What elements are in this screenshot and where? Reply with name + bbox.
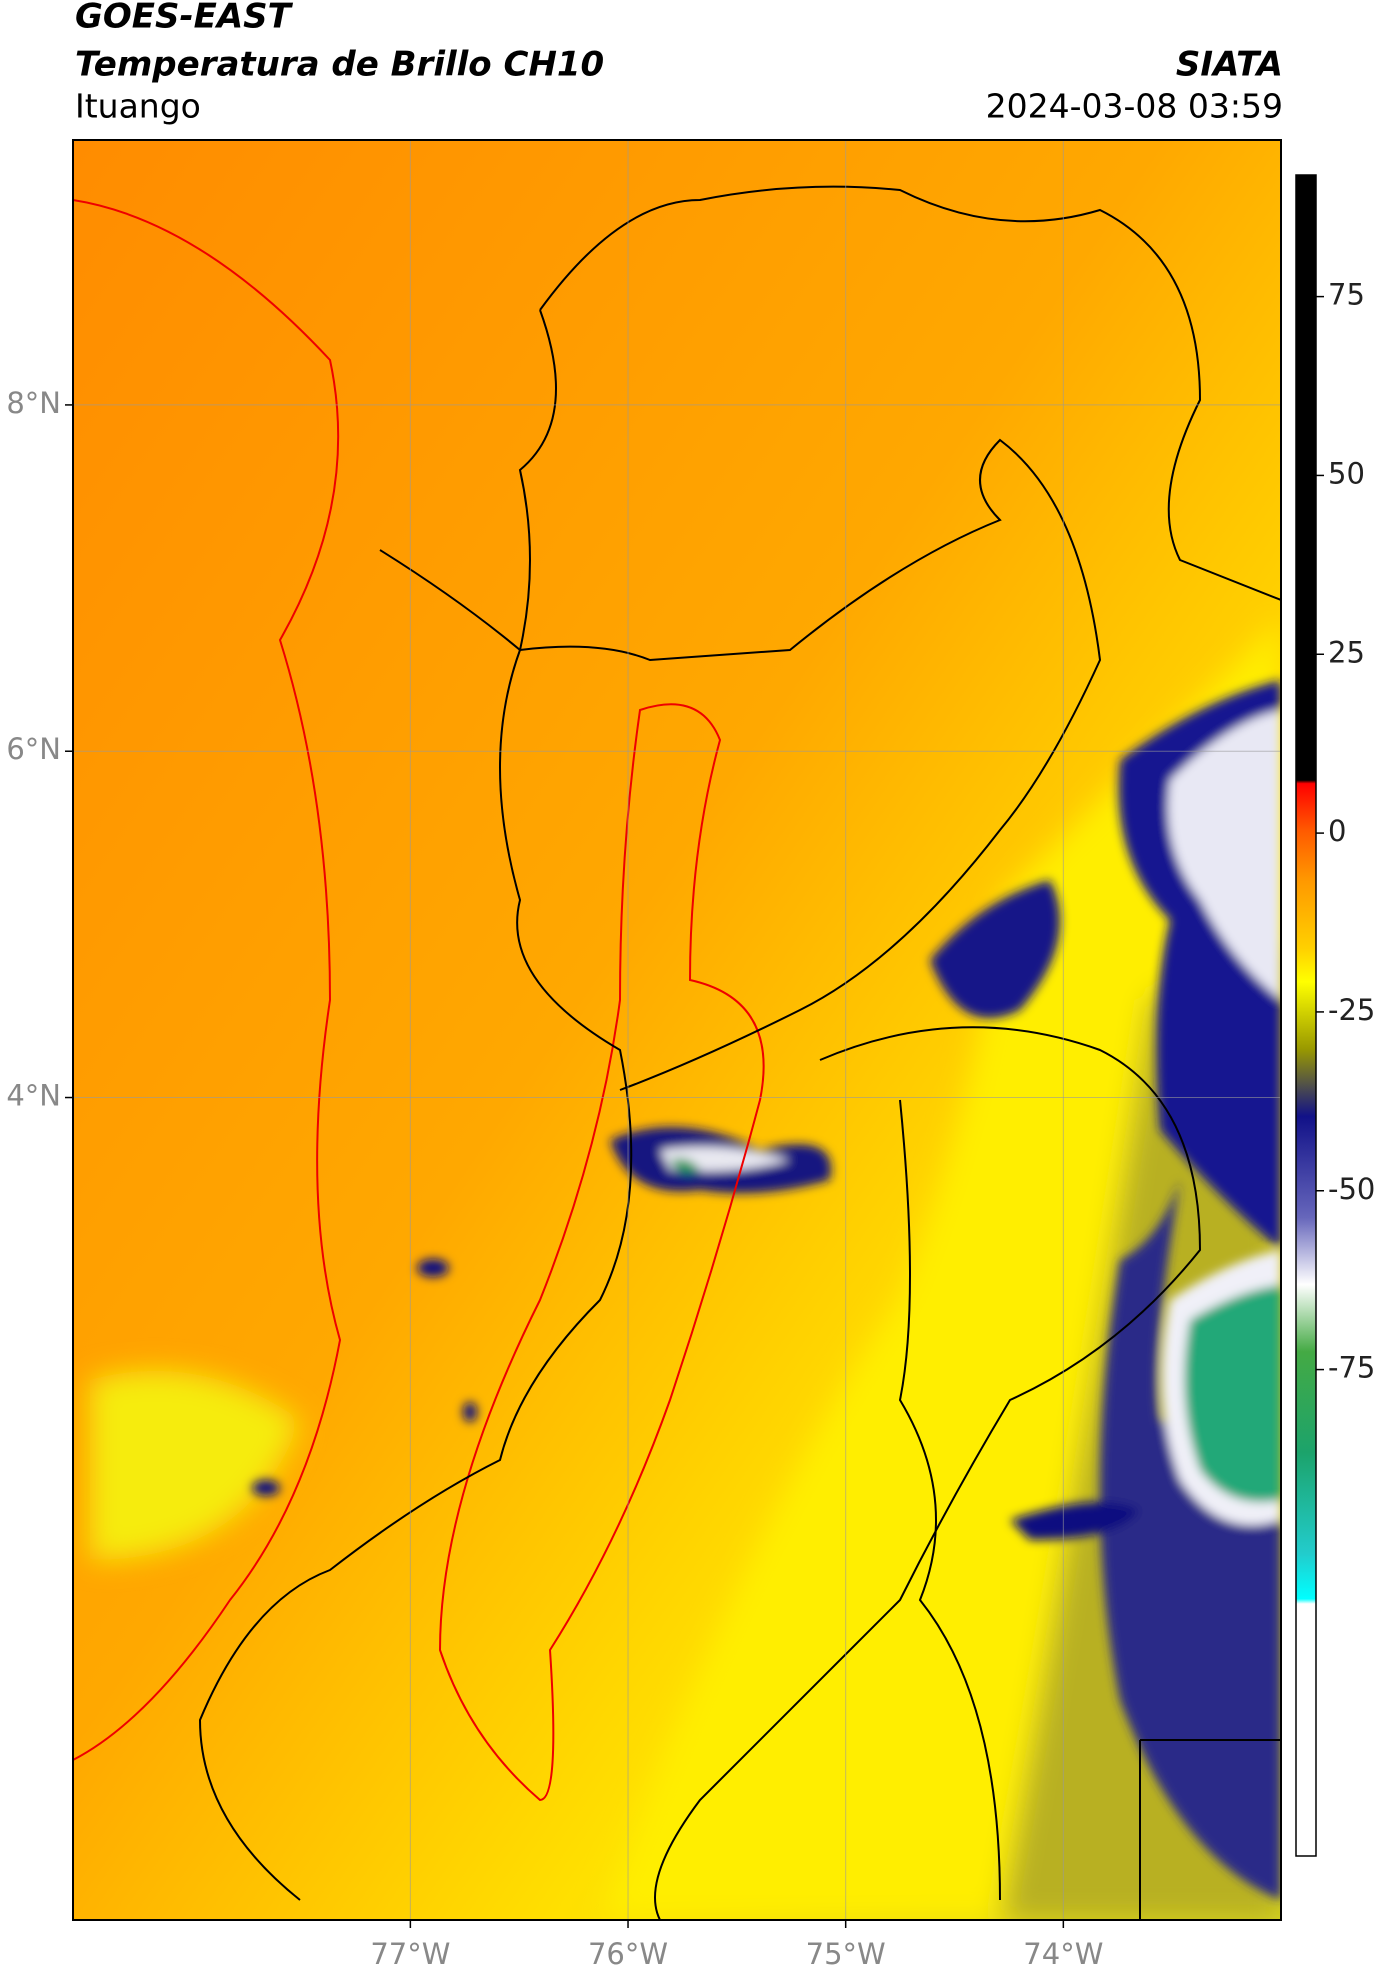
colorbar-tick-label: 0: [1328, 814, 1346, 848]
colorbar-tick-label: 75: [1328, 278, 1365, 312]
x-tick-label: 77°W: [370, 1937, 450, 1971]
colorbar-tick-label: -50: [1328, 1172, 1375, 1206]
source: SIATA: [1176, 45, 1283, 85]
location: Ituango: [75, 87, 201, 126]
colorbar-tick-label: 50: [1328, 456, 1365, 490]
y-tick-label: 6°N: [6, 732, 61, 766]
map-image: [73, 140, 1281, 1920]
grid: [73, 140, 1281, 1920]
x-tick-label: 75°W: [806, 1937, 886, 1971]
colorbar-tick-label: -75: [1328, 1351, 1375, 1385]
colorbar: [1295, 174, 1317, 1857]
x-tick-label: 76°W: [588, 1937, 668, 1971]
colorbar-tick-label: 25: [1328, 635, 1365, 669]
timestamp: 2024-03-08 03:59: [986, 87, 1283, 126]
subtitle: Temperatura de Brillo CH10: [75, 45, 604, 85]
map-frame: [72, 139, 1282, 1921]
y-tick-label: 8°N: [6, 386, 61, 420]
y-tick-label: 4°N: [6, 1079, 61, 1113]
title: GOES-EAST: [75, 0, 294, 37]
colorbar-tick-label: -25: [1328, 993, 1375, 1027]
x-tick-label: 74°W: [1023, 1937, 1103, 1971]
